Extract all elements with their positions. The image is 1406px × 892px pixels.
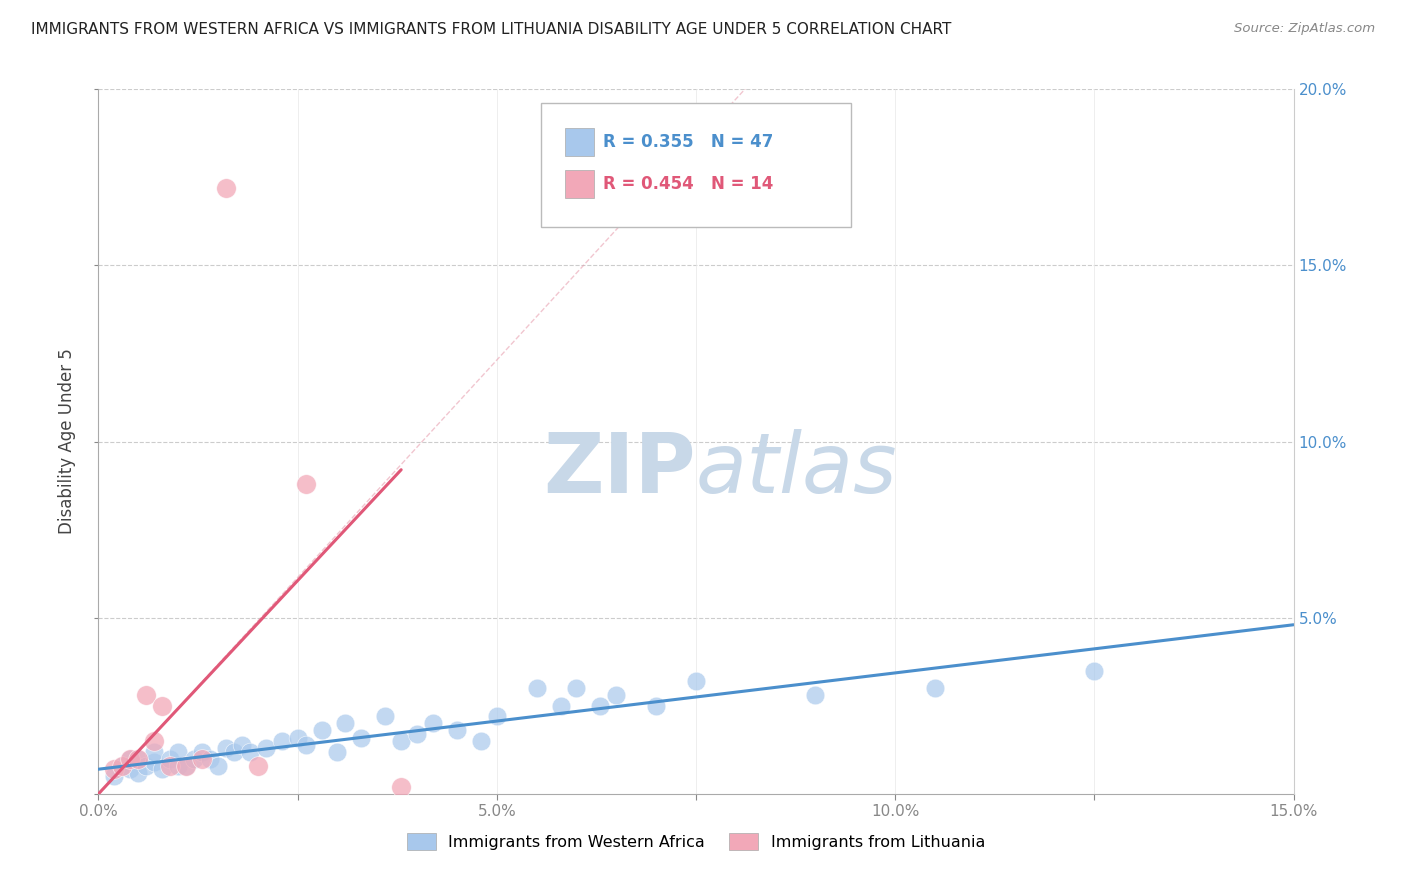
Point [191,751,214,765]
Point [127,751,149,765]
Point [222,745,245,759]
Text: atlas: atlas [696,429,897,510]
Point [239,745,262,759]
Point [103,762,125,776]
Point [685,674,707,689]
Point [1083,664,1105,678]
Point [565,681,588,696]
Point [135,688,157,702]
Point [589,698,612,713]
Text: IMMIGRANTS FROM WESTERN AFRICA VS IMMIGRANTS FROM LITHUANIA DISABILITY AGE UNDER: IMMIGRANTS FROM WESTERN AFRICA VS IMMIGR… [31,22,952,37]
Point [150,698,173,713]
Text: Source: ZipAtlas.com: Source: ZipAtlas.com [1234,22,1375,36]
Point [143,734,166,748]
Point [270,734,292,748]
Point [246,758,269,772]
Text: R = 0.355   N = 47: R = 0.355 N = 47 [603,133,773,151]
Point [120,751,142,765]
Point [183,751,205,765]
Point [143,745,166,759]
Point [470,734,492,748]
Point [326,745,349,759]
Point [215,741,238,756]
Point [127,751,149,765]
Point [294,476,316,491]
Point [191,745,214,759]
Legend: Immigrants from Western Africa, Immigrants from Lithuania: Immigrants from Western Africa, Immigran… [401,827,991,856]
Text: ZIP: ZIP [544,429,696,510]
Point [446,723,468,738]
Point [374,709,396,723]
Point [127,765,149,780]
Point [120,762,142,776]
Point [924,681,946,696]
Point [645,698,668,713]
Point [135,758,157,772]
Point [254,741,277,756]
Point [143,755,166,769]
Point [389,780,412,794]
Point [485,709,508,723]
Point [174,758,197,772]
Bar [565,170,595,198]
Point [311,723,333,738]
Y-axis label: Disability Age Under 5: Disability Age Under 5 [58,349,76,534]
Point [294,738,316,752]
Point [159,751,181,765]
Point [550,698,572,713]
Point [406,727,429,741]
Point [350,731,373,745]
Point [215,181,238,195]
Point [111,758,134,772]
Point [287,731,309,745]
Point [167,758,190,772]
Point [159,758,181,772]
Point [207,758,229,772]
Point [231,738,253,752]
Point [389,734,412,748]
Point [422,716,444,731]
Point [120,751,142,765]
Bar [565,128,595,156]
Point [167,745,190,759]
Point [174,758,197,772]
Point [150,762,173,776]
Point [198,751,221,765]
Point [111,758,134,772]
Point [335,716,357,731]
Point [605,688,627,702]
Point [526,681,548,696]
Point [103,769,125,783]
FancyBboxPatch shape [541,103,852,227]
Point [804,688,827,702]
Text: R = 0.454   N = 14: R = 0.454 N = 14 [603,176,773,194]
